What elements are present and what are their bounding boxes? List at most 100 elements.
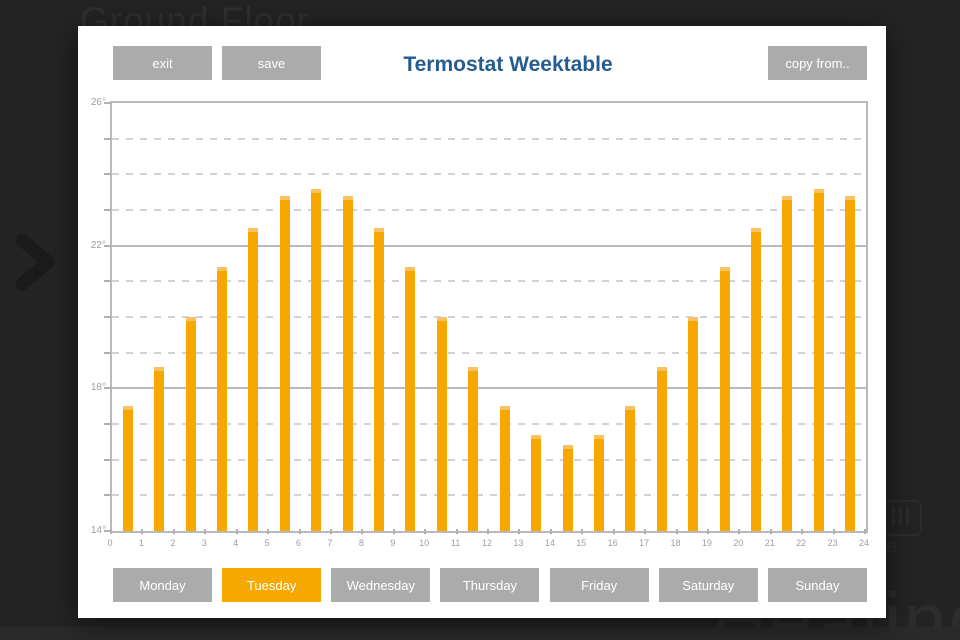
y-tick-19 <box>104 351 111 354</box>
bar-top-cap <box>593 434 604 439</box>
temperature-bar-hour-1[interactable] <box>154 366 165 531</box>
x-tick-16 <box>612 529 615 534</box>
temperature-bar-hour-17[interactable] <box>656 366 667 531</box>
chevron-right-icon <box>15 233 55 291</box>
x-tick-20 <box>738 529 741 534</box>
temperature-bar-hour-13[interactable] <box>531 434 542 531</box>
background-bottom-bar <box>0 627 960 640</box>
x-tick-0 <box>110 529 112 534</box>
x-axis-label-17: 17 <box>639 538 650 548</box>
bar-top-cap <box>625 406 636 411</box>
x-tick-15 <box>581 529 584 534</box>
x-tick-8 <box>361 529 364 534</box>
bar-top-cap <box>782 195 793 200</box>
y-axis-label-14: 14° <box>90 525 106 536</box>
temperature-bar-hour-20[interactable] <box>751 227 762 531</box>
day-tabs: Monday Tuesday Wednesday Thursday Friday Satu… <box>113 568 867 602</box>
y-tick-23 <box>104 209 111 211</box>
day-tab-friday[interactable]: Friday <box>549 568 649 602</box>
day-tab-thursday[interactable]: Thursday <box>440 568 540 602</box>
x-axis-label-8: 8 <box>358 538 364 548</box>
gridline-solid-18 <box>112 387 866 390</box>
x-axis-label-4: 4 <box>233 538 239 548</box>
x-axis-label-9: 9 <box>390 538 396 548</box>
bar-top-cap <box>122 406 133 411</box>
x-tick-6 <box>298 529 301 534</box>
day-tab-sunday[interactable]: Sunday <box>767 568 867 602</box>
temperature-bar-hour-18[interactable] <box>688 317 699 531</box>
x-tick-4 <box>235 529 238 534</box>
x-tick-22 <box>801 529 804 534</box>
day-tab-tuesday[interactable]: Tuesday <box>222 568 322 602</box>
temperature-week-chart: 26° 22° 18° 14° 0 1 2 3 4 5 6 7 8 9 10 11 12 13 14 15 16 17 18… <box>78 97 886 571</box>
day-tab-saturday[interactable]: Saturday <box>658 568 758 602</box>
bar-top-cap <box>845 195 856 200</box>
gridline-dashed-19 <box>112 351 866 354</box>
temperature-bar-hour-16[interactable] <box>625 406 636 531</box>
day-tab-monday[interactable]: Monday <box>113 568 212 602</box>
gridline-dashed-15 <box>112 494 866 497</box>
y-axis-label-26: 26° <box>90 97 106 108</box>
x-axis-label-1: 1 <box>138 538 144 548</box>
x-axis-label-20: 20 <box>733 538 744 548</box>
x-tick-17 <box>644 529 647 534</box>
y-tick-21 <box>104 280 111 283</box>
x-axis-label-16: 16 <box>607 538 618 548</box>
temperature-bar-hour-5[interactable] <box>279 195 290 531</box>
y-tick-17 <box>104 423 111 425</box>
gridline-dashed-25 <box>112 137 866 140</box>
save-button[interactable]: save <box>222 46 321 80</box>
temperature-bar-hour-23[interactable] <box>845 195 856 531</box>
x-tick-18 <box>675 529 678 534</box>
x-axis-label-13: 13 <box>513 538 524 548</box>
bar-top-cap <box>405 267 416 272</box>
temperature-bar-hour-12[interactable] <box>499 406 510 531</box>
plot-area <box>110 101 868 533</box>
y-tick-16 <box>104 458 111 461</box>
bar-top-cap <box>656 366 667 371</box>
x-axis-label-23: 23 <box>827 538 838 548</box>
x-axis-label-24: 24 <box>858 538 869 548</box>
temperature-bar-hour-10[interactable] <box>436 317 447 531</box>
temperature-bar-hour-3[interactable] <box>216 267 227 531</box>
temperature-bar-hour-2[interactable] <box>185 317 196 531</box>
exit-button[interactable]: exit <box>113 46 212 80</box>
temperature-bar-hour-6[interactable] <box>311 188 322 531</box>
x-axis-label-19: 19 <box>701 538 712 548</box>
radiator-bar <box>892 507 895 525</box>
gridline-solid-22 <box>112 244 866 247</box>
temperature-bar-hour-15[interactable] <box>593 434 604 531</box>
bar-top-cap <box>751 227 762 232</box>
temperature-bar-hour-4[interactable] <box>248 227 259 531</box>
x-tick-19 <box>706 529 709 534</box>
temperature-bar-hour-9[interactable] <box>405 267 416 531</box>
temperature-bar-hour-7[interactable] <box>342 195 353 531</box>
bar-top-cap <box>185 317 196 321</box>
copy-from-button[interactable]: copy from.. <box>768 46 867 80</box>
temperature-bar-hour-8[interactable] <box>374 227 385 531</box>
bar-top-cap <box>311 188 322 193</box>
background-partial-text: e <box>886 536 898 558</box>
temperature-bar-hour-19[interactable] <box>719 267 730 531</box>
x-tick-3 <box>204 529 207 534</box>
y-tick-14 <box>104 530 111 532</box>
day-tab-wednesday[interactable]: Wednesday <box>331 568 431 602</box>
x-axis-label-10: 10 <box>419 538 430 548</box>
temperature-bar-hour-21[interactable] <box>782 195 793 531</box>
x-tick-12 <box>487 529 489 534</box>
temperature-bar-hour-0[interactable] <box>122 406 133 531</box>
x-axis-label-0: 0 <box>107 538 113 548</box>
bar-top-cap <box>436 317 447 321</box>
x-axis-label-6: 6 <box>295 538 301 548</box>
x-axis-label-15: 15 <box>576 538 587 548</box>
temperature-bar-hour-22[interactable] <box>813 188 824 531</box>
temperature-bar-hour-11[interactable] <box>468 366 479 531</box>
x-axis-label-22: 22 <box>796 538 807 548</box>
temperature-bar-hour-14[interactable] <box>562 445 573 531</box>
bar-top-cap <box>374 227 385 232</box>
x-axis-label-3: 3 <box>201 538 207 548</box>
bar-top-cap <box>248 227 259 232</box>
gridline-dashed-20 <box>112 316 866 318</box>
y-tick-18 <box>104 387 111 390</box>
